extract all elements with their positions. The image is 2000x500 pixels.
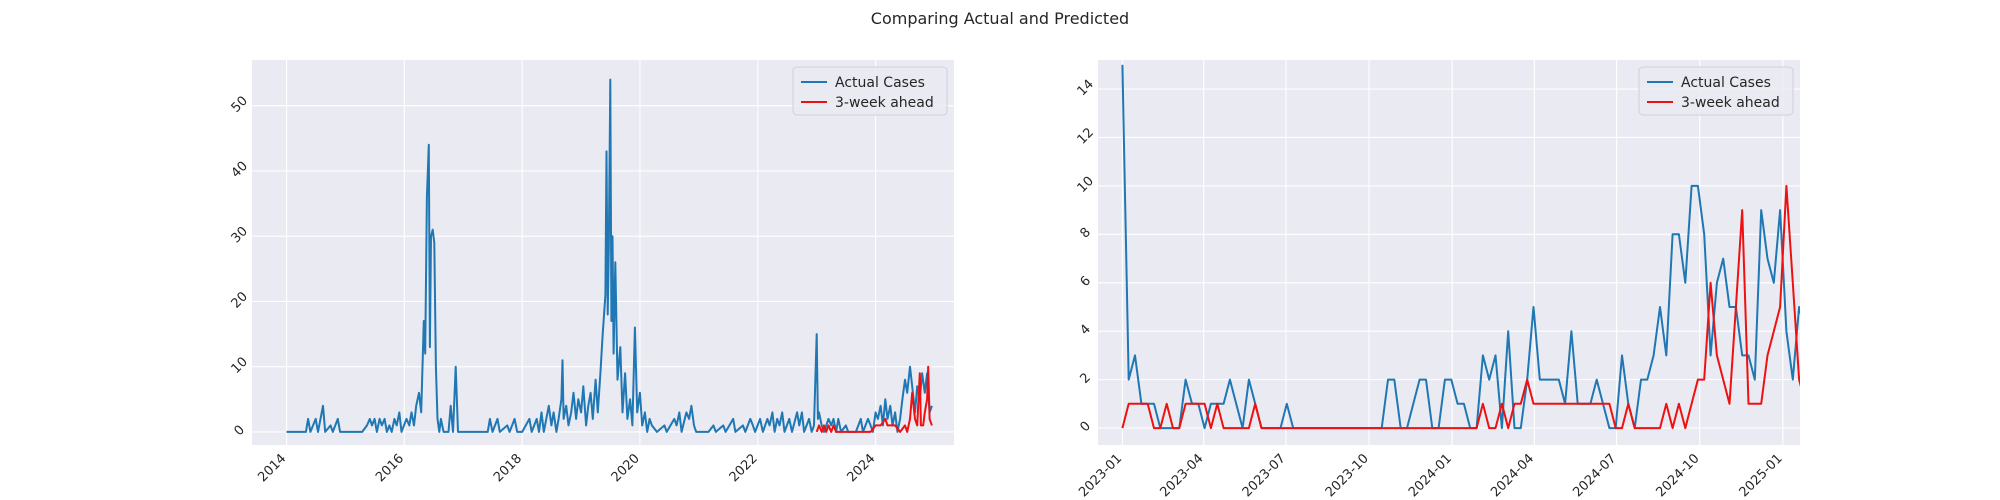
x-tick-label: 2024-01 [1406,451,1455,500]
right-chart-panel: 0 2 4 6 8 10 12 14 2023-01 2023-04 2023-07 2023-10 2… [1075,60,1800,500]
x-tick-label: 2024 [844,451,878,485]
y-tick-label: 30 [229,224,251,246]
x-tick-label: 2023-10 [1323,451,1372,500]
x-tick-label: 2024-04 [1488,451,1537,500]
x-tick-label: 2016 [373,451,407,485]
y-tick-label: 10 [1075,174,1097,196]
y-tick-label: 50 [229,93,251,115]
legend-label: Actual Cases [1681,75,1771,91]
y-tick-label: 14 [1075,77,1097,99]
y-tick-label: 0 [232,423,248,439]
left-chart-panel: 0 10 20 30 40 50 2014 2016 2018 2020 2022 2024 Actua… [229,60,954,485]
x-tick-label: 2023-07 [1240,451,1289,500]
figure-title: Comparing Actual and Predicted [871,9,1129,28]
legend-label: 3-week ahead [1681,95,1780,111]
x-tick-label: 2023-04 [1158,451,1207,500]
actual-cases-line [1121,64,1800,430]
x-tick-label: 2020 [609,451,643,485]
y-tick-label: 8 [1078,225,1094,241]
three-week-ahead-line [815,365,933,433]
y-tick-label: 0 [1078,419,1094,435]
y-tick-label: 20 [229,289,251,311]
x-tick-label: 2018 [491,451,525,485]
x-tick-label: 2024-10 [1654,451,1703,500]
legend-box [1638,66,1794,116]
x-tick-label: 2023-01 [1076,451,1125,500]
y-tick-label: 6 [1078,273,1094,289]
legend: Actual Cases 3-week ahead [792,66,948,116]
plot-area [252,60,954,445]
x-tick-label: 2024-07 [1570,451,1619,500]
x-tick-label: 2022 [727,451,761,485]
y-tick-label: 2 [1078,370,1094,386]
legend-label: Actual Cases [835,75,925,91]
y-tick-label: 12 [1075,125,1097,147]
y-tick-label: 4 [1078,322,1094,338]
legend-label: 3-week ahead [835,95,934,111]
x-tick-label: 2025-01 [1737,451,1786,500]
y-tick-label: 10 [229,354,251,376]
y-tick-label: 40 [229,159,251,181]
three-week-ahead-line [1121,184,1800,430]
plot-area [1098,60,1800,445]
x-tick-label: 2014 [255,451,289,485]
legend-box [792,66,948,116]
legend: Actual Cases 3-week ahead [1638,66,1794,116]
